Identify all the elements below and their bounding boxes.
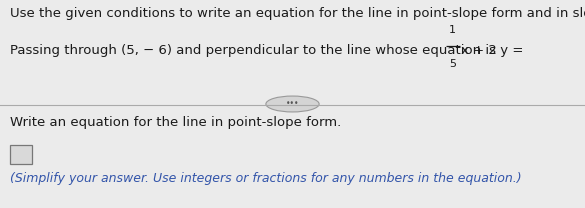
Text: •••: ••• (285, 99, 300, 109)
Text: Use the given conditions to write an equation for the line in point-slope form a: Use the given conditions to write an equ… (10, 7, 585, 20)
Ellipse shape (266, 96, 319, 112)
Text: 5: 5 (449, 59, 456, 69)
Text: Write an equation for the line in point-slope form.: Write an equation for the line in point-… (10, 116, 341, 129)
Text: Passing through (5, − 6) and perpendicular to the line whose equation is y =: Passing through (5, − 6) and perpendicul… (10, 44, 528, 57)
Text: 1: 1 (449, 25, 456, 35)
Text: x + 2: x + 2 (461, 44, 497, 57)
FancyBboxPatch shape (10, 145, 32, 164)
Text: (Simplify your answer. Use integers or fractions for any numbers in the equation: (Simplify your answer. Use integers or f… (10, 172, 522, 185)
